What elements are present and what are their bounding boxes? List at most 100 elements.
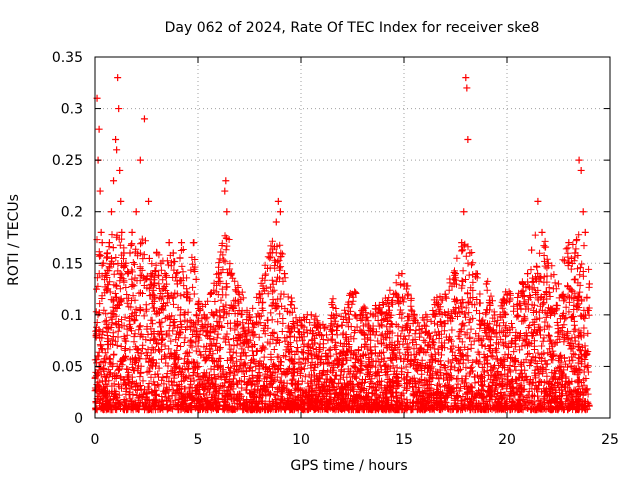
data-point [194, 301, 202, 309]
data-point [153, 249, 161, 257]
x-axis-label: GPS time / hours [290, 458, 407, 474]
data-point [107, 208, 115, 216]
data-point [165, 239, 173, 247]
data-point [140, 115, 148, 123]
data-point [575, 156, 583, 164]
data-point [276, 208, 284, 216]
data-point [503, 290, 511, 298]
data-point [404, 290, 412, 298]
data-point [116, 166, 124, 174]
data-point [369, 311, 377, 319]
y-tick-label: 0.15 [52, 256, 83, 272]
x-tick-label: 0 [91, 432, 100, 448]
data-point [200, 311, 208, 319]
plot-frame [94, 56, 611, 419]
data-point [297, 321, 305, 329]
data-point [579, 208, 587, 216]
y-axis-label: ROTI / TECUs [6, 194, 22, 286]
data-point [96, 187, 104, 195]
y-tick-label: 0.05 [52, 359, 83, 375]
data-point [281, 270, 289, 278]
data-point [222, 177, 230, 185]
data-point [272, 218, 280, 226]
data-point [227, 270, 235, 278]
data-point [169, 249, 177, 257]
data-point [157, 259, 165, 267]
data-point [431, 301, 439, 309]
x-axis-ticks: 0 5 10 15 20 25 [91, 57, 619, 448]
data-point [328, 301, 336, 309]
y-tick-label: 0.3 [61, 102, 83, 118]
data-point [122, 259, 130, 267]
data-point [114, 74, 122, 82]
y-tick-label: 0.25 [52, 153, 83, 169]
data-point [246, 311, 253, 319]
data-point [318, 331, 326, 339]
chart-title: Day 062 of 2024, Rate Of TEC Index for r… [165, 20, 540, 36]
data-point [493, 321, 501, 329]
data-point [577, 166, 585, 174]
data-point [359, 311, 367, 319]
data-point [466, 249, 474, 257]
data-point [145, 197, 153, 205]
y-tick-label: 0.2 [61, 205, 83, 221]
data-point [513, 301, 521, 309]
data-point [97, 228, 105, 236]
data-point [110, 177, 118, 185]
data-point [544, 259, 552, 267]
data-point [120, 249, 128, 257]
data-point [460, 208, 468, 216]
data-point [441, 290, 449, 298]
data-point [266, 249, 274, 257]
data-point [190, 239, 198, 247]
y-axis-ticks: 0 0.05 0.1 0.15 0.2 0.25 0.3 0.35 [52, 50, 610, 427]
data-point [458, 239, 466, 247]
data-point [338, 321, 346, 329]
data-point [126, 249, 134, 257]
data-point [274, 197, 282, 205]
data-points [92, 74, 593, 339]
data-point [184, 290, 192, 298]
x-tick-label: 10 [292, 432, 310, 448]
data-point [256, 290, 264, 298]
dense-data-cloud [91, 231, 593, 414]
data-point [103, 249, 111, 257]
x-tick-label: 25 [601, 432, 619, 448]
data-point [400, 280, 408, 288]
data-point [206, 290, 214, 298]
data-point [101, 270, 109, 278]
x-tick-label: 20 [498, 432, 516, 448]
data-point [173, 280, 181, 288]
data-point [571, 249, 579, 257]
data-point [215, 270, 223, 278]
data-point [136, 156, 144, 164]
data-point [524, 270, 532, 278]
data-point [349, 290, 356, 298]
data-point [105, 239, 113, 247]
data-point [117, 197, 125, 205]
x-tick-label: 5 [194, 432, 203, 448]
data-point [118, 228, 126, 236]
data-point [115, 105, 123, 113]
data-point [307, 311, 315, 319]
data-point [534, 197, 542, 205]
data-point [472, 270, 480, 278]
data-point [178, 239, 186, 247]
data-point [421, 321, 429, 329]
data-point [235, 290, 243, 298]
data-point [149, 270, 157, 278]
data-point [112, 136, 120, 144]
data-point [128, 228, 136, 236]
data-point [565, 239, 573, 247]
data-point [223, 208, 231, 216]
data-point [287, 301, 295, 309]
data-point [98, 239, 106, 247]
data-point [555, 280, 562, 288]
data-point [581, 228, 589, 236]
data-point [161, 270, 169, 278]
data-point [113, 146, 121, 154]
data-point [462, 74, 470, 82]
data-point [132, 208, 140, 216]
data-point [124, 270, 132, 278]
